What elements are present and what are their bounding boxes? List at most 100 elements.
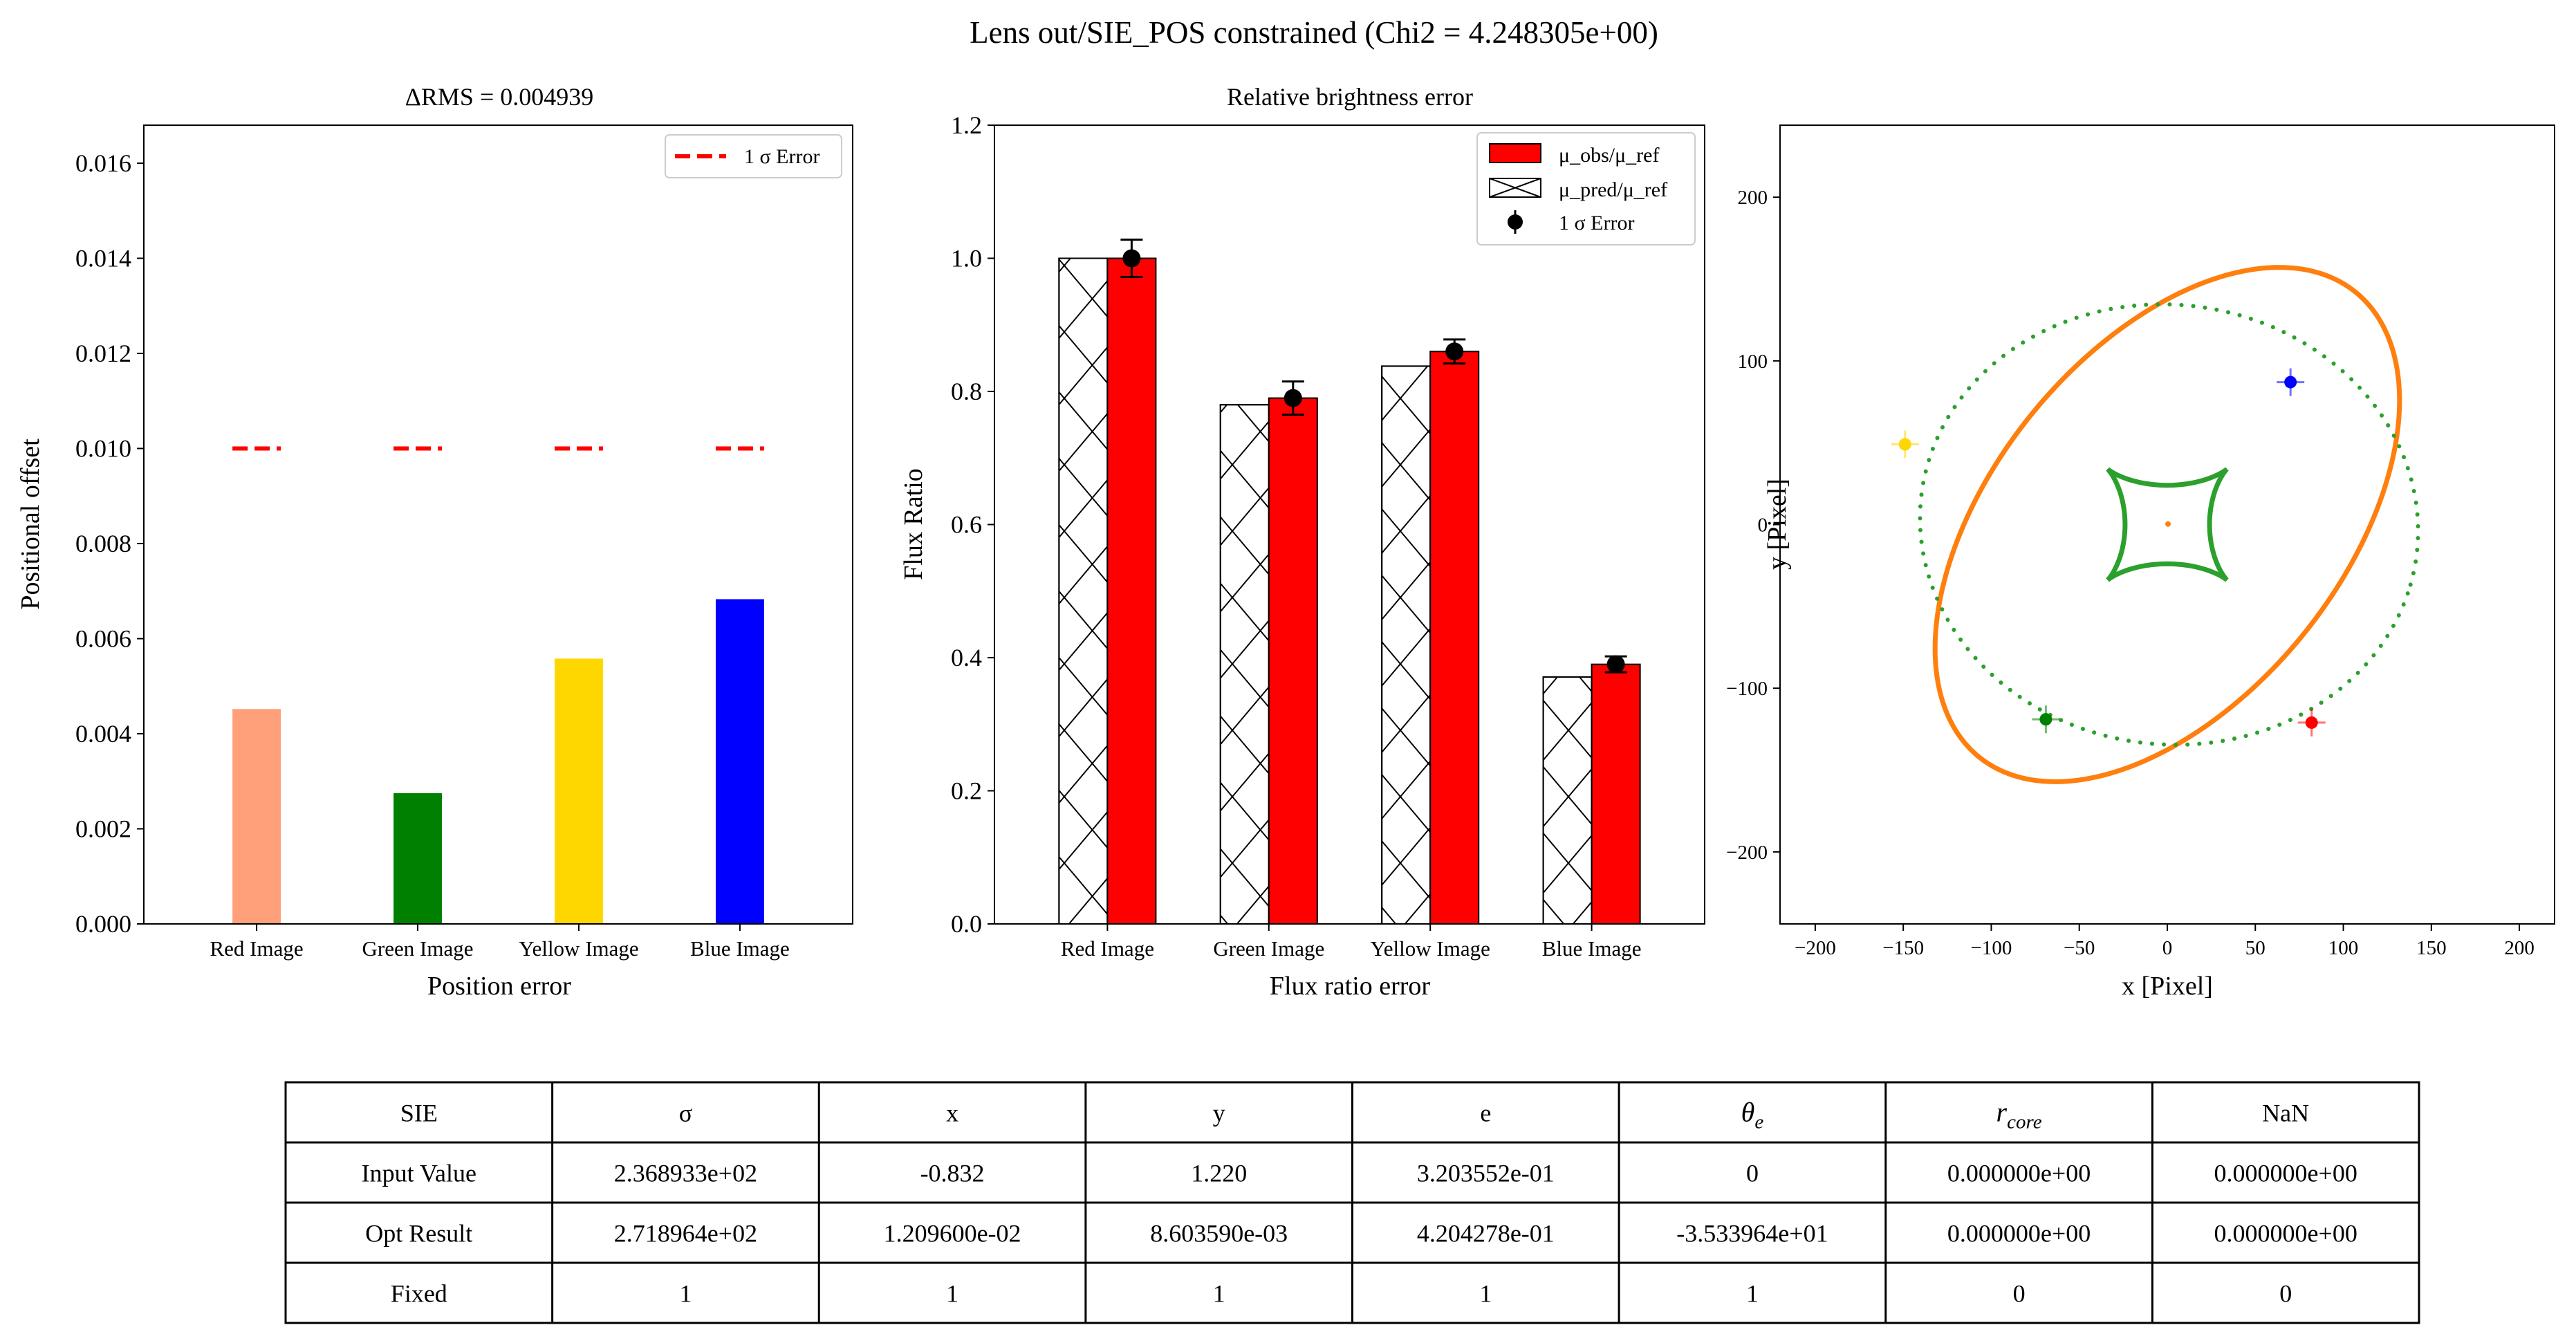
panel2-title: Relative brightness error bbox=[1227, 83, 1473, 111]
table-cell: 1 bbox=[946, 1280, 958, 1308]
panel1-ytick-label: 0.012 bbox=[75, 340, 131, 367]
panel1-bar-red-image bbox=[232, 709, 281, 924]
panel2-ytick-label: 1.2 bbox=[951, 111, 982, 139]
table-cell: 0.000000e+00 bbox=[2214, 1220, 2357, 1248]
panel3-ytick-label: 200 bbox=[1738, 187, 1768, 209]
panel3-image-marker-red-image bbox=[2305, 716, 2318, 729]
panel1-ylabel: Positional offset bbox=[16, 438, 45, 610]
panel1-legend-box bbox=[665, 134, 842, 178]
panel3-ytick-label: −100 bbox=[1726, 678, 1768, 700]
panel3-ytick-label: 100 bbox=[1738, 351, 1768, 373]
table-header-cell: e bbox=[1480, 1100, 1491, 1127]
panel2-legend-pred-label: μ_pred/μ_ref bbox=[1559, 178, 1667, 201]
table-cell: 2.718964e+02 bbox=[614, 1220, 757, 1248]
panel1-ytick-label: 0.000 bbox=[75, 910, 131, 938]
panel2-legend-errbar-label: 1 σ Error bbox=[1559, 212, 1634, 234]
parameter-table: SIE σ x y e θe rcore NaN Input Value 2.368933e+02… bbox=[284, 1081, 2420, 1324]
panel1-ytick-label: 0.002 bbox=[75, 815, 131, 843]
panel2-xlabel: Flux ratio error bbox=[1270, 972, 1431, 1001]
panel-flux-ratio-error: Relative brightness error 0.0 0.2 0.4 0.6 0.… bbox=[899, 83, 1705, 1001]
panel2-legend-obs-swatch bbox=[1489, 143, 1541, 163]
panel3-caustic-astroid bbox=[2106, 467, 2229, 582]
panel1-axes-frame bbox=[143, 124, 853, 925]
panel2-xtick-label: Yellow Image bbox=[1371, 936, 1490, 961]
table-header-cell: σ bbox=[679, 1100, 692, 1127]
panel2-pred-bar-yellow-image bbox=[1381, 365, 1431, 925]
table-cell: 1.209600e-02 bbox=[884, 1220, 1021, 1248]
table-cell: 0.000000e+00 bbox=[1947, 1220, 2091, 1248]
table-row-label: Fixed bbox=[391, 1280, 447, 1308]
panel2-xtick-label: Red Image bbox=[1061, 936, 1154, 961]
panel2-ytick-label: 0.4 bbox=[951, 644, 982, 672]
table-cell: 4.204278e-01 bbox=[1417, 1220, 1555, 1248]
panel3-xtick-label: −50 bbox=[2064, 937, 2095, 959]
table-header-cell: y bbox=[1213, 1100, 1225, 1127]
panel2-ytick-label: 0.2 bbox=[951, 777, 982, 805]
table-cell: -3.533964e+01 bbox=[1676, 1220, 1828, 1248]
panel-position-error: ΔRMS = 0.004939 0.000 0.002 0.004 0.006 0.00… bbox=[16, 83, 853, 1001]
panel1-xtick-label: Blue Image bbox=[690, 936, 790, 961]
panel2-errorbar-marker-green-image bbox=[1284, 389, 1302, 407]
table-cell: 1 bbox=[1746, 1280, 1759, 1308]
panel1-bar-blue-image bbox=[715, 599, 764, 924]
panel1-xtick-label: Green Image bbox=[362, 936, 474, 961]
panel2-pred-bar-red-image bbox=[1058, 257, 1109, 925]
panel3-ytick-label: −200 bbox=[1726, 842, 1768, 864]
panel2-obs-bar-green-image bbox=[1268, 397, 1318, 925]
panel3-source-point bbox=[2165, 521, 2171, 527]
panel2-ytick-label: 1.0 bbox=[951, 245, 982, 272]
panel3-critical-curve bbox=[1932, 265, 2402, 784]
table-cell: 1 bbox=[1213, 1280, 1225, 1308]
panel2-obs-bar-red-image bbox=[1106, 257, 1157, 925]
table-cell: 3.203552e-01 bbox=[1417, 1160, 1555, 1187]
figure-suptitle: Lens out/SIE_POS constrained (Chi2 = 4.2… bbox=[970, 15, 1658, 50]
panel-lens-plane: −200 −100 0 100 200 −200 −150 −100 −50 0 50 100 150… bbox=[1726, 124, 2555, 1001]
panel1-legend: 1 σ Error bbox=[665, 134, 842, 178]
panel2-pred-bar-green-image bbox=[1219, 404, 1270, 925]
table-header-cell: NaN bbox=[2262, 1100, 2309, 1127]
table-row-label: Opt Result bbox=[365, 1220, 472, 1248]
panel2-legend-obs-label: μ_obs/μ_ref bbox=[1559, 144, 1659, 167]
panel2-errorbar-marker-yellow-image bbox=[1445, 342, 1464, 361]
panel2-obs-bar-blue-image bbox=[1591, 663, 1641, 925]
panel1-xtick-label: Red Image bbox=[210, 936, 303, 961]
panel2-errorbar-marker-red-image bbox=[1122, 249, 1141, 268]
table-cell: 0 bbox=[2279, 1280, 2292, 1308]
table-header-cell: θe bbox=[1741, 1097, 1764, 1133]
table-row-label: Input Value bbox=[362, 1160, 476, 1187]
panel3-xtick-label: −100 bbox=[1971, 937, 2012, 959]
table-cell: 1 bbox=[679, 1280, 692, 1308]
panel3-caustic-dotted bbox=[1918, 302, 2420, 747]
table-cell: 2.368933e+02 bbox=[614, 1160, 757, 1187]
panel1-ytick-label: 0.016 bbox=[75, 149, 131, 177]
panel3-image-marker-green-image bbox=[2039, 713, 2053, 726]
panel2-legend-errbar-marker bbox=[1508, 214, 1523, 230]
table-cell: 1 bbox=[1479, 1280, 1492, 1308]
panel2-xtick-label: Blue Image bbox=[1542, 936, 1642, 961]
panel2-ytick-label: 0.8 bbox=[951, 378, 982, 405]
panel2-xtick-label: Green Image bbox=[1213, 936, 1324, 961]
panel1-legend-label: 1 σ Error bbox=[744, 145, 819, 168]
panel3-ytick-label: 0 bbox=[1758, 515, 1768, 537]
table-header-cell: SIE bbox=[400, 1100, 438, 1127]
panel2-legend: μ_obs/μ_ref μ_pred/μ_ref 1 σ Error bbox=[1476, 132, 1696, 246]
panel1-bar-yellow-image bbox=[555, 658, 603, 924]
panel1-ytick-label: 0.006 bbox=[75, 625, 131, 653]
panel2-legend-pred-hatch bbox=[1489, 178, 1541, 198]
panel3-xtick-label: 50 bbox=[2245, 937, 2265, 959]
panel3-xtick-label: 100 bbox=[2328, 937, 2359, 959]
panel3-image-marker-yellow-image bbox=[1898, 438, 1911, 451]
panel3-xtick-label: 200 bbox=[2504, 937, 2535, 959]
table-cell: 0.000000e+00 bbox=[2214, 1160, 2357, 1187]
panel3-image-marker-blue-image bbox=[2284, 376, 2297, 389]
table-header-cell: x bbox=[946, 1100, 958, 1127]
panel2-errorbar-marker-blue-image bbox=[1606, 655, 1625, 674]
panel1-xlabel: Position error bbox=[427, 972, 571, 1001]
panel1-ytick-label: 0.010 bbox=[75, 435, 131, 463]
table-cell: 1.220 bbox=[1191, 1160, 1247, 1187]
panel1-title: ΔRMS = 0.004939 bbox=[405, 83, 594, 111]
panel3-xlabel: x [Pixel] bbox=[2122, 972, 2213, 1001]
panel2-obs-bar-yellow-image bbox=[1429, 351, 1480, 925]
panel2-ytick-label: 0.6 bbox=[951, 511, 982, 539]
